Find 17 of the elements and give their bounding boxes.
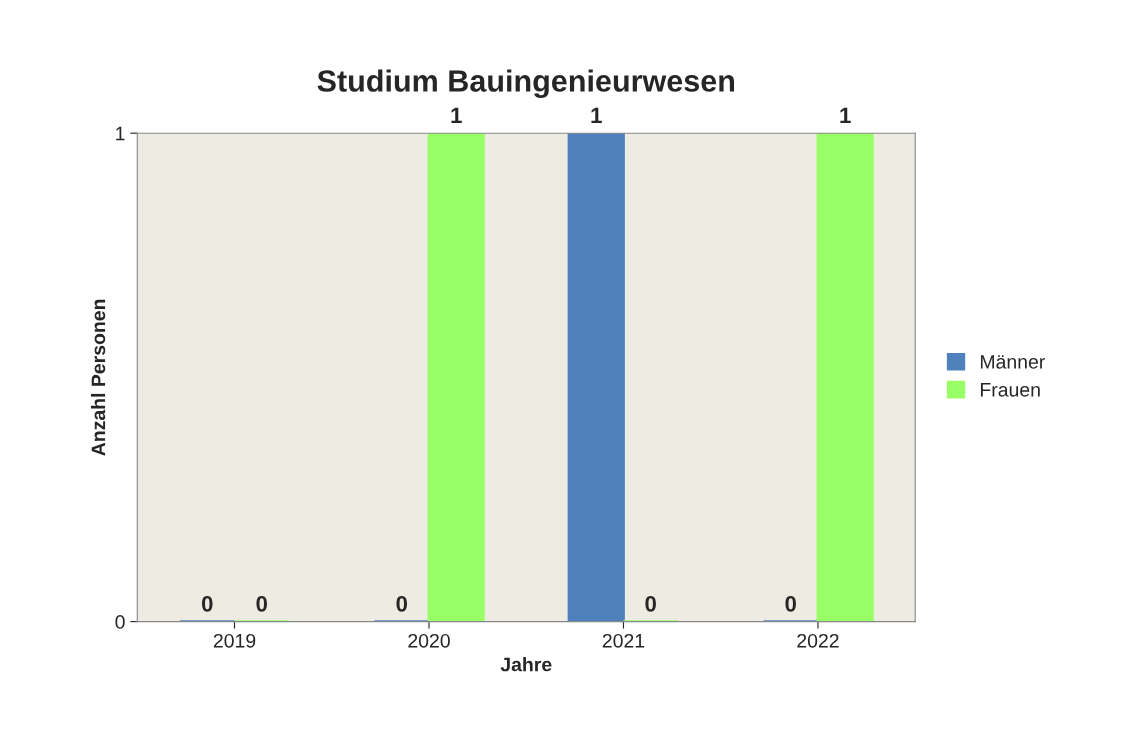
data-label: 1 bbox=[451, 107, 462, 124]
data-label: 0 bbox=[256, 595, 268, 612]
data-label: 1 bbox=[840, 107, 851, 124]
legend-label: Männer bbox=[980, 355, 1045, 369]
x-axis-title: Jahre bbox=[500, 657, 552, 672]
data-label: 0 bbox=[396, 595, 408, 612]
data-label: 1 bbox=[591, 107, 602, 124]
x-tick-label: 2022 bbox=[797, 633, 839, 648]
x-tick-label: 2019 bbox=[213, 633, 256, 648]
legend-label: Frauen bbox=[980, 383, 1040, 397]
data-label: 0 bbox=[645, 595, 656, 612]
y-axis-title: Anzahl Personen bbox=[90, 299, 106, 456]
chart-title: Studium Bauingenieurwesen bbox=[317, 69, 735, 99]
data-label: 0 bbox=[785, 595, 796, 612]
x-tick-label: 2020 bbox=[408, 633, 450, 648]
data-label: 0 bbox=[201, 595, 213, 612]
x-tick-label: 2021 bbox=[602, 633, 645, 648]
